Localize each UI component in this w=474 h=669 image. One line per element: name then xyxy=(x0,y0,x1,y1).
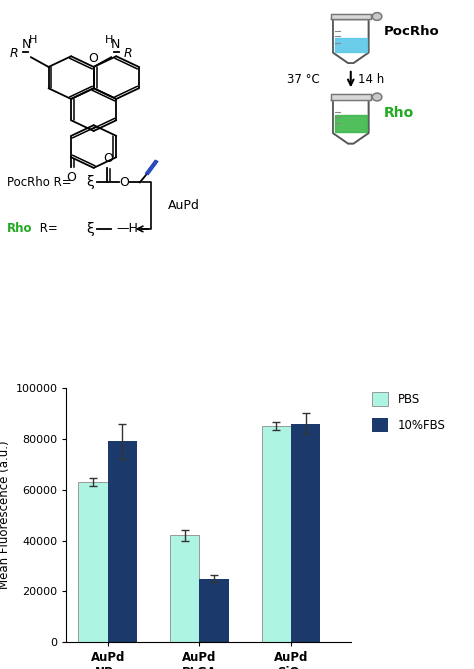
Text: 37 °C: 37 °C xyxy=(287,73,320,86)
Text: PocRho: PocRho xyxy=(384,25,439,37)
Text: ξ: ξ xyxy=(86,222,94,236)
Text: N: N xyxy=(22,38,31,52)
Text: O: O xyxy=(89,52,99,65)
Text: O: O xyxy=(66,171,76,184)
Text: PocRho R=: PocRho R= xyxy=(7,176,72,189)
Text: 14 h: 14 h xyxy=(358,73,384,86)
Text: R: R xyxy=(124,47,133,60)
Text: H: H xyxy=(29,35,37,45)
Polygon shape xyxy=(335,37,367,52)
Text: H: H xyxy=(105,35,113,45)
Text: R=: R= xyxy=(36,222,58,235)
Polygon shape xyxy=(331,13,371,19)
Text: —H: —H xyxy=(116,222,138,235)
Polygon shape xyxy=(331,94,371,100)
Text: R: R xyxy=(9,47,18,60)
Polygon shape xyxy=(335,115,367,132)
Text: AuPd: AuPd xyxy=(168,199,200,212)
Bar xyxy=(108,442,137,642)
Polygon shape xyxy=(333,19,369,63)
Text: N: N xyxy=(111,38,120,52)
Bar xyxy=(200,579,229,642)
Bar xyxy=(291,423,320,642)
Text: ξ: ξ xyxy=(86,175,94,189)
Circle shape xyxy=(373,13,382,20)
Bar xyxy=(170,535,200,642)
Bar xyxy=(78,482,108,642)
Y-axis label: Mean Fluorescence (a.u.): Mean Fluorescence (a.u.) xyxy=(0,441,11,589)
Text: Rho: Rho xyxy=(7,222,33,235)
Text: Rho: Rho xyxy=(384,106,414,120)
Circle shape xyxy=(373,93,382,101)
Text: O: O xyxy=(119,176,129,189)
Legend: PBS, 10%FBS: PBS, 10%FBS xyxy=(368,389,449,436)
Bar xyxy=(262,426,291,642)
Polygon shape xyxy=(333,100,369,144)
Text: O: O xyxy=(103,152,113,165)
